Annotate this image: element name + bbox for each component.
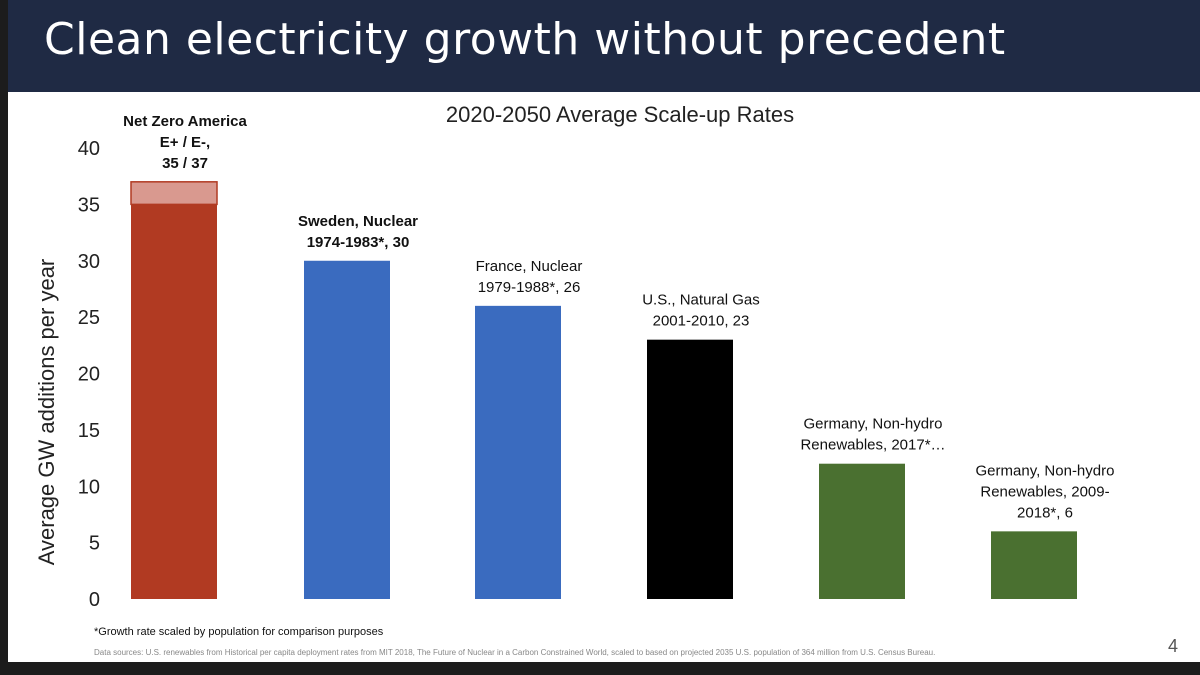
bars (130, 181, 1077, 599)
bar-data-label: 35 / 37 (162, 155, 208, 172)
bar (475, 305, 561, 599)
y-tick-label: 30 (78, 251, 100, 273)
bar-data-label: 1974-1983*, 30 (307, 234, 410, 251)
data-sources: Data sources: U.S. renewables from Histo… (94, 648, 936, 657)
page-number: 4 (1168, 636, 1179, 656)
y-tick-label: 20 (78, 364, 100, 386)
footnote: *Growth rate scaled by population for co… (94, 626, 384, 638)
y-axis-label: Average GW additions per year (34, 259, 59, 566)
bar-upper-segment (130, 181, 218, 206)
bar-data-label: Sweden, Nuclear (298, 213, 418, 230)
y-tick-label: 0 (89, 589, 100, 611)
title-band: Clean electricity growth without precede… (8, 0, 1200, 92)
y-tick-label: 25 (78, 307, 100, 329)
bar-data-label: Germany, Non-hydro (804, 416, 943, 433)
bar-data-label: Renewables, 2017*… (800, 437, 945, 454)
bar (991, 531, 1077, 599)
y-tick-label: 15 (78, 420, 100, 442)
bar (304, 260, 390, 599)
bar (131, 204, 217, 599)
bar-chart: 2020-2050 Average Scale-up Rates Average… (34, 102, 1114, 611)
bar-data-label: 2018*, 6 (1017, 504, 1073, 521)
chart-title: 2020-2050 Average Scale-up Rates (446, 102, 794, 127)
bar-data-label: Germany, Non-hydro (976, 462, 1115, 479)
bar-data-label: U.S., Natural Gas (642, 292, 760, 309)
bar-data-label: France, Nuclear (476, 258, 583, 275)
bar-data-label: Renewables, 2009- (980, 483, 1109, 500)
bar-data-label: 2001-2010, 23 (653, 313, 750, 330)
bar-data-label: 1979-1988*, 26 (478, 279, 581, 296)
bar-data-label: Net Zero America (123, 113, 247, 130)
bar (647, 339, 733, 599)
bar-labels: Net Zero America E+ / E-, 35 / 37 Sweden, N… (123, 113, 1114, 522)
y-tick-label: 10 (78, 476, 100, 498)
y-tick-label: 5 (89, 533, 100, 555)
y-tick-label: 40 (78, 138, 100, 160)
y-axis-ticks: 0 5 10 15 20 25 30 35 40 (78, 138, 100, 611)
slide-title: Clean electricity growth without precede… (44, 14, 1006, 65)
y-tick-label: 35 (78, 194, 100, 216)
bar-data-label: E+ / E-, (160, 134, 210, 151)
bar (819, 463, 905, 599)
chart-area: 2020-2050 Average Scale-up Rates Average… (8, 92, 1200, 662)
